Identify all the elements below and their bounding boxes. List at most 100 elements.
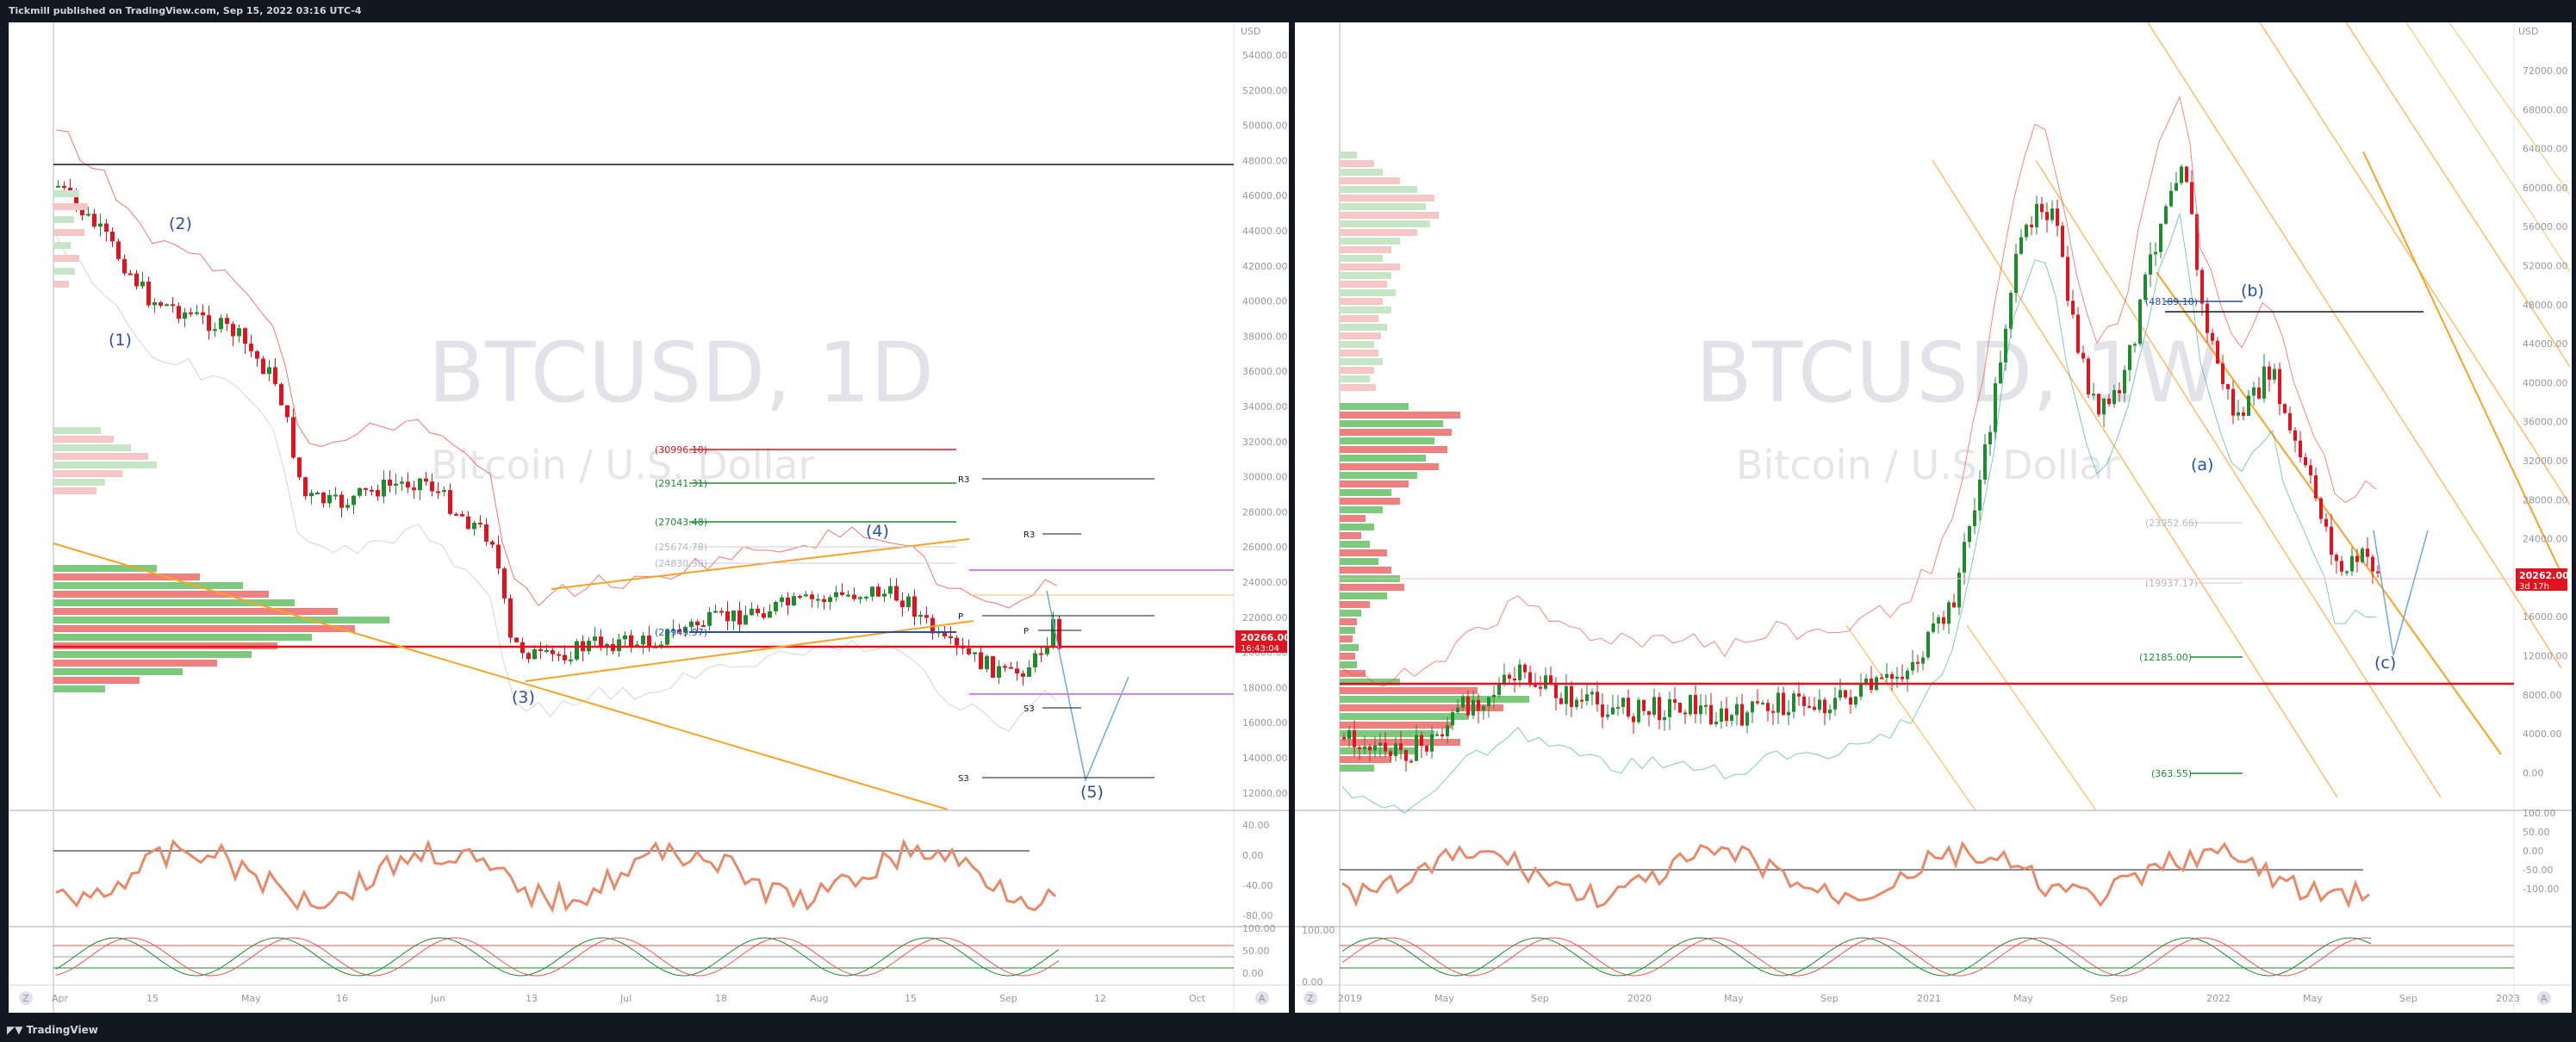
left-candle [665,630,669,645]
right-candle [1756,701,1759,704]
left-candle [876,586,880,597]
right-z-button[interactable] [1304,991,1317,1005]
right-candle [2092,394,2095,396]
right-candle [1394,743,1397,756]
right-price-tick-3: 60000.00 [2523,183,2568,194]
right-name-watermark: Bitcoin / U.S. Dollar [1736,442,2120,488]
left-price-tick-0: 54000.00 [1242,50,1288,61]
left-candle [768,611,772,618]
right-candle [1988,431,1992,444]
right-candle [2097,394,2100,415]
right-candle [1999,362,2002,384]
right-price-axis[interactable]: 72000.00 68000.00 64000.00 60000.00 56000.00… [2523,65,2568,778]
left-price-tick-11: 32000.00 [1242,437,1288,448]
left-chart-svg[interactable]: BTCUSD, 1D Bitcoin / U.S. Dollar [9,22,1289,1013]
right-candle [1859,684,1863,697]
left-candle [92,214,96,227]
left-candle [551,649,555,654]
left-a-button[interactable] [1255,991,1269,1005]
left-candle [544,649,549,652]
left-candle [370,489,374,492]
right-candle [1487,697,1490,706]
right-candle [1492,694,1496,698]
right-chart-svg[interactable]: BTCUSD, 1W Bitcoin / U.S. Dollar [1295,22,2572,1013]
right-candle [1994,383,1997,432]
right-time-axis[interactable]: 2019 May Sep 2020 May Sep 2021 May Sep 2022 May Sep… [1338,993,2520,1004]
right-chart-panel[interactable]: BTCUSD, 1W Bitcoin / U.S. Dollar [1295,22,2572,1013]
left-osc-tick-1: 0.00 [1242,850,1264,861]
left-candle [382,480,386,497]
left-candle [394,483,398,486]
left-candle [388,480,392,486]
right-candle [1461,696,1465,708]
right-candle [1921,657,1925,664]
left-candle [780,597,784,603]
right-candle [2293,430,2297,441]
left-price-tick-5: 44000.00 [1242,226,1288,237]
right-candle [2288,412,2292,431]
right-candle [2050,208,2054,220]
left-level-3: (27043.48) [655,517,707,528]
left-price-tick-16: 22000.00 [1242,612,1288,623]
right-price-tick-7: 44000.00 [2523,338,2568,350]
right-candle [1926,631,1930,658]
left-candle [279,383,283,406]
left-time-tick-0: Apr [52,993,69,1004]
right-candle [2345,571,2349,574]
left-candle [557,654,561,656]
right-candle [2066,257,2069,301]
right-candle [1761,703,1764,705]
right-candle [1627,698,1630,716]
right-candle [2242,412,2245,416]
right-candle [1565,685,1568,704]
right-candle [2324,518,2328,527]
left-candle [291,417,296,458]
left-candle [490,541,495,545]
right-candle [1735,704,1739,716]
left-candle [225,318,229,325]
left-chart-panel[interactable]: BTCUSD, 1D Bitcoin / U.S. Dollar [9,22,1289,1013]
tv-logo-icon: ◤▼ [7,1024,23,1036]
left-candle [792,596,796,606]
right-candle [1973,510,1976,527]
left-time-axis[interactable]: Apr 15 May 16 Jun 13 Jul 18 Aug 15 Sep 12 Oct [52,993,1206,1004]
left-time-tick-5: 13 [526,993,538,1004]
right-candle [2004,328,2007,363]
left-price-axis[interactable]: 54000.00 52000.00 50000.00 48000.00 46000.00… [1242,50,1288,799]
right-candle [1978,479,1982,511]
tradingview-logo[interactable]: ◤▼ TradingView [7,1024,98,1036]
left-candle [725,611,730,622]
right-candle [1833,698,1837,710]
left-time-tick-3: 16 [336,993,348,1004]
left-candle [116,241,121,259]
left-candle [810,594,814,599]
right-level-4: (12185.00) [2139,652,2192,663]
left-candle [502,568,507,599]
left-candle [128,273,133,276]
right-candle [1937,617,1940,624]
left-candle [701,625,706,628]
right-candle [1952,602,1956,608]
right-candle [2257,387,2261,399]
left-candle [677,630,681,633]
left-candle [104,223,109,233]
right-candle [1673,698,1677,704]
right-osc-tick-2: 0.00 [2523,846,2544,857]
right-candle [1766,703,1770,711]
right-candle [2045,212,2049,220]
right-candle [1342,737,1346,740]
left-candle [575,641,579,660]
left-z-button[interactable] [19,991,33,1005]
left-candle [285,405,289,418]
left-time-tick-11: 12 [1094,993,1106,1004]
right-a-button[interactable] [2537,991,2551,1005]
right-stoch-tick-1: 0.00 [1302,977,1323,988]
right-price-tick-8: 40000.00 [2523,377,2568,388]
left-candle [364,487,368,490]
right-stoch-axis: 100.00 0.00 [1302,925,1335,988]
left-level-2: (29141.31) [655,478,707,489]
left-candle [707,611,712,626]
publisher-bar: Tickmill published on TradingView.com, S… [0,0,2576,22]
right-candle [1895,676,1899,679]
right-time-tick-11: Sep [2399,993,2417,1004]
